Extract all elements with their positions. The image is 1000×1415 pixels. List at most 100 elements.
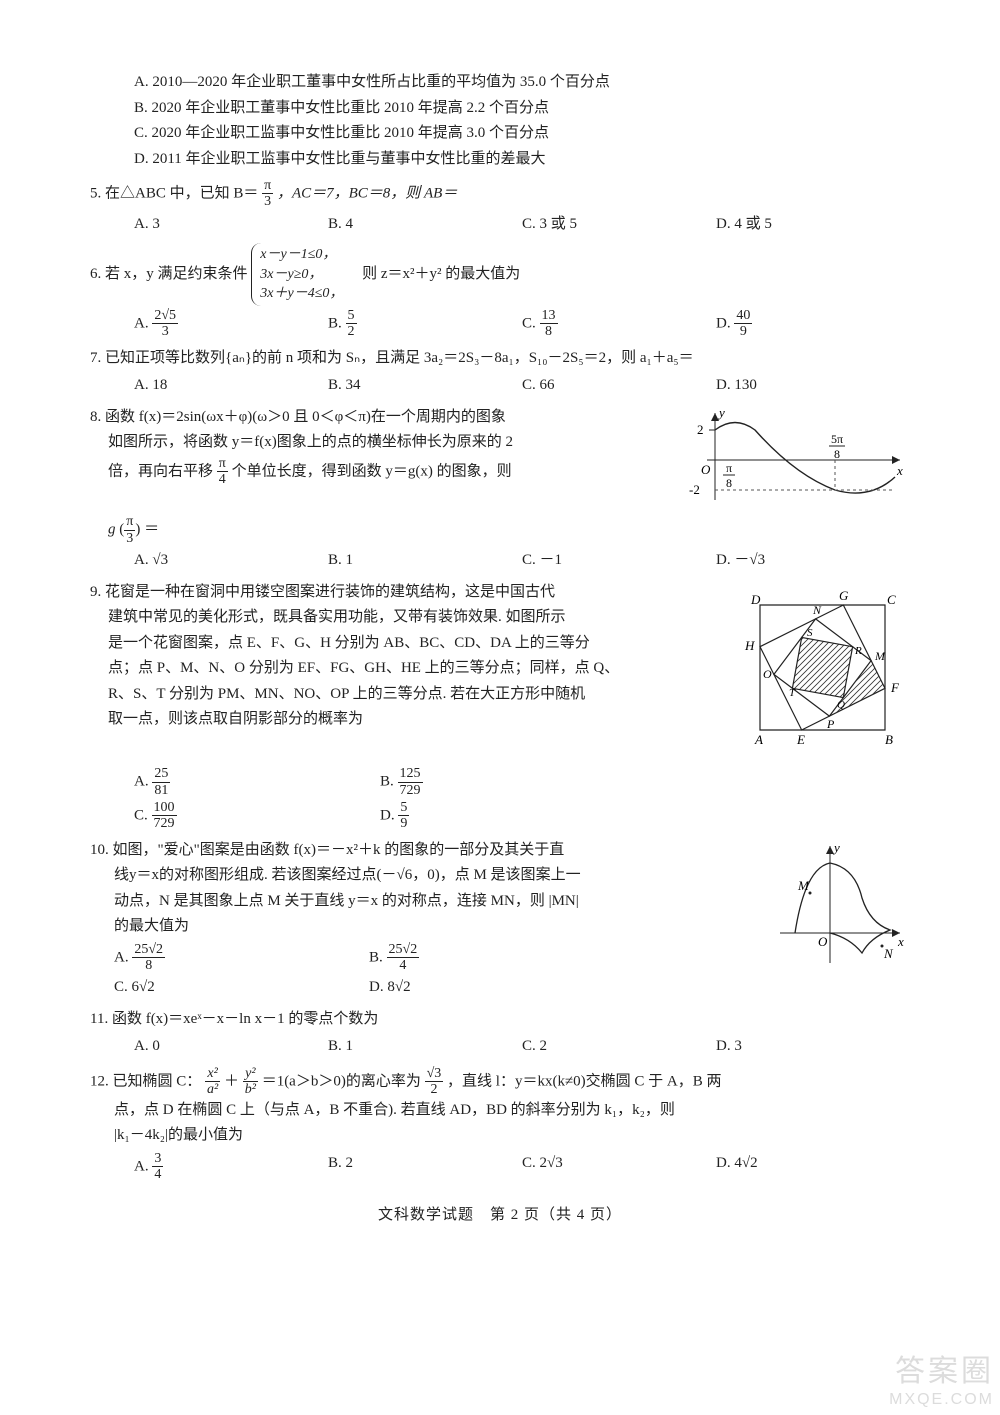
- q9: 9. 花窗是一种在窗洞中用镂空图案进行装饰的建筑结构，这是中国古代 建筑中常见的…: [90, 580, 910, 765]
- svg-text:S: S: [807, 627, 813, 639]
- svg-text:A: A: [754, 732, 763, 747]
- q8: 8. 函数 f(x)＝2sin(ωx＋φ)(ω＞0 且 0＜φ＜π)在一个周期内…: [90, 405, 910, 515]
- watermark-en: MXQE.COM: [889, 1390, 994, 1409]
- q4-c: C. 2020 年企业职工监事中女性比重比 2010 年提高 3.0 个百分点: [134, 121, 910, 147]
- svg-text:P: P: [826, 717, 835, 731]
- svg-text:N: N: [812, 603, 822, 617]
- q11-a: A. 0: [134, 1034, 328, 1060]
- q10-options: A. 25√28 B. 25√24 C. 6√2 D. 8√2: [90, 940, 624, 1001]
- q9-d: D. 59: [380, 800, 626, 832]
- q8-text: 8. 函数 f(x)＝2sin(ωx＋φ)(ω＞0 且 0＜φ＜π)在一个周期内…: [90, 405, 685, 488]
- q6-options: A. 2√53 B. 52 C. 138 D. 409: [90, 308, 910, 340]
- q11-b: B. 1: [328, 1034, 522, 1060]
- q6-a: A. 2√53: [134, 308, 328, 340]
- q11-options: A. 0 B. 1 C. 2 D. 3: [90, 1034, 910, 1060]
- q5-a: A. 3: [134, 212, 328, 238]
- q7-options: A. 18 B. 34 C. 66 D. 130: [90, 373, 910, 399]
- q12-options: A. 34 B. 2 C. 2√3 D. 4√2: [90, 1151, 910, 1183]
- svg-text:M: M: [797, 878, 810, 893]
- watermark-cn: 答案圈: [889, 1354, 994, 1390]
- q4-b: B. 2020 年企业职工董事中女性比重比 2010 年提高 2.2 个百分点: [134, 96, 910, 122]
- svg-text:y: y: [717, 405, 725, 420]
- q10-figure: M N O y x: [770, 838, 910, 983]
- svg-text:M: M: [874, 649, 886, 663]
- svg-text:O: O: [818, 934, 828, 949]
- q12-a: A. 34: [134, 1151, 328, 1183]
- svg-text:F: F: [890, 680, 900, 695]
- q4-d: D. 2011 年企业职工监事中女性比重与董事中女性比重的差最大: [134, 147, 910, 173]
- svg-text:O: O: [763, 667, 772, 681]
- page-footer: 文科数学试题 第 2 页（共 4 页）: [90, 1203, 910, 1229]
- q8-options: A. √3 B. 1 C. －1 D. －√3: [90, 548, 910, 574]
- q6-b: B. 52: [328, 308, 522, 340]
- q8-b: B. 1: [328, 548, 522, 574]
- q5-options: A. 3 B. 4 C. 3 或 5 D. 4 或 5: [90, 212, 910, 238]
- q6-mid: 则 z＝x²＋y² 的最大值为: [347, 266, 520, 282]
- svg-text:R: R: [854, 645, 862, 657]
- svg-text:y: y: [832, 840, 840, 855]
- q12-c: C. 2√3: [522, 1151, 716, 1183]
- svg-text:8: 8: [726, 476, 732, 490]
- q4-options: A. 2010—2020 年企业职工董事中女性所占比重的平均值为 35.0 个百…: [90, 70, 910, 172]
- q9-a: A. 2581: [134, 766, 380, 798]
- q5-d: D. 4 或 5: [716, 212, 910, 238]
- q10-a: A. 25√28: [114, 942, 369, 974]
- svg-text:π: π: [726, 461, 732, 475]
- q10: 10. 如图，"爱心"图案是由函数 f(x)＝－x²＋k 的图象的一部分及其关于…: [90, 838, 910, 1001]
- q5: 5. 在△ABC 中，已知 B＝ π 3 ，AC＝7，BC＝8，则 AB＝: [90, 178, 910, 210]
- q10-text: 10. 如图，"爱心"图案是由函数 f(x)＝－x²＋k 的图象的一部分及其关于…: [90, 838, 770, 1001]
- q8-c: C. －1: [522, 548, 716, 574]
- q5-stem-post: ，AC＝7，BC＝8，则 AB＝: [277, 185, 457, 201]
- q4-a: A. 2010—2020 年企业职工董事中女性所占比重的平均值为 35.0 个百…: [134, 70, 910, 96]
- svg-text:x: x: [897, 934, 904, 949]
- q6-system: x－y－1≤0， 3x－y≥0， 3x＋y－4≤0，: [251, 243, 343, 306]
- q7-c: C. 66: [522, 373, 716, 399]
- q8-g: g (π3) ＝: [90, 514, 910, 546]
- svg-text:E: E: [796, 732, 805, 747]
- q5-stem-pre: 5. 在△ABC 中，已知 B＝: [90, 185, 258, 201]
- q6-d: D. 409: [716, 308, 910, 340]
- q11-c: C. 2: [522, 1034, 716, 1060]
- q8-a: A. √3: [134, 548, 328, 574]
- q6-c: C. 138: [522, 308, 716, 340]
- exam-page: A. 2010—2020 年企业职工董事中女性所占比重的平均值为 35.0 个百…: [0, 0, 1000, 1268]
- svg-text:5π: 5π: [831, 432, 843, 446]
- svg-text:2: 2: [697, 422, 704, 437]
- q12-l3: |k₁－4k₂|的最小值为: [90, 1123, 910, 1149]
- q8-d: D. －√3: [716, 548, 910, 574]
- q6: 6. 若 x，y 满足约束条件 x－y－1≤0， 3x－y≥0， 3x＋y－4≤…: [90, 243, 910, 306]
- q6-pre: 6. 若 x，y 满足约束条件: [90, 266, 248, 282]
- q12: 12. 已知椭圆 C： x²a² ＋ y²b² ＝1(a＞b＞0)的离心率为 √…: [90, 1066, 910, 1098]
- q7-a: A. 18: [134, 373, 328, 399]
- q12-d: D. 4√2: [716, 1151, 910, 1183]
- svg-text:B: B: [885, 732, 893, 747]
- watermark: 答案圈 MXQE.COM: [889, 1354, 994, 1409]
- q10-c: C. 6√2: [114, 975, 369, 1001]
- svg-text:N: N: [883, 946, 894, 961]
- svg-text:C: C: [887, 592, 896, 607]
- q9-options: A. 2581 B. 125729 C. 100729 D. 59: [90, 764, 626, 832]
- q9-text: 9. 花窗是一种在窗洞中用镂空图案进行装饰的建筑结构，这是中国古代 建筑中常见的…: [90, 580, 735, 733]
- svg-text:8: 8: [834, 447, 840, 461]
- q12-l2: 点，点 D 在椭圆 C 上（与点 A，B 不重合). 若直线 AD，BD 的斜率…: [90, 1098, 910, 1124]
- svg-text:x: x: [896, 463, 903, 478]
- q12-b: B. 2: [328, 1151, 522, 1183]
- svg-text:G: G: [839, 588, 849, 603]
- q9-figure: A B C D E F G H M N O P Q R S T: [735, 580, 910, 765]
- q5-frac: π 3: [262, 178, 273, 210]
- q11-d: D. 3: [716, 1034, 910, 1060]
- q9-b: B. 125729: [380, 766, 626, 798]
- q7-b: B. 34: [328, 373, 522, 399]
- svg-text:H: H: [744, 638, 755, 653]
- q7-d: D. 130: [716, 373, 910, 399]
- svg-text:T: T: [789, 687, 796, 699]
- q11-stem: 11. 函数 f(x)＝xeˣ－x－ln x－1 的零点个数为: [90, 1007, 910, 1033]
- q5-b: B. 4: [328, 212, 522, 238]
- q7-stem: 7. 已知正项等比数列{aₙ}的前 n 项和为 Sₙ，且满足 3a₂＝2S₃－8…: [90, 346, 910, 372]
- q8-figure: 2 -2 O y x π 8 5π 8: [685, 405, 910, 515]
- svg-text:D: D: [750, 592, 761, 607]
- svg-text:O: O: [701, 462, 711, 477]
- q10-d: D. 8√2: [369, 975, 624, 1001]
- q10-b: B. 25√24: [369, 942, 624, 974]
- svg-text:Q: Q: [837, 699, 845, 711]
